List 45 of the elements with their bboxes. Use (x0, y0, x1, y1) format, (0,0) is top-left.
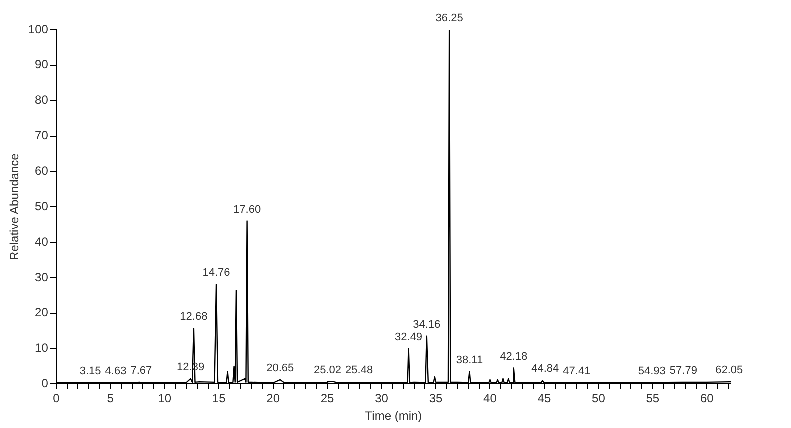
annotation: 47.41 (563, 365, 591, 378)
y-tick-label: 0 (42, 376, 49, 391)
x-tick-label: 15 (212, 392, 226, 406)
y-axis-title: Relative Abundance (8, 153, 22, 260)
x-tick-label: 25 (320, 392, 335, 406)
x-tick-label: 35 (429, 392, 443, 406)
x-tick-label: 30 (375, 392, 389, 406)
x-tick-label: 60 (700, 392, 714, 406)
y-tick-label: 80 (35, 93, 49, 108)
annotation: 20.65 (266, 362, 294, 374)
y-tick-label: 100 (28, 22, 49, 36)
x-tick-label: 40 (484, 392, 498, 406)
annotation: 3.15 (80, 365, 102, 378)
y-tick-label: 70 (35, 128, 49, 143)
y-tick-label: 40 (35, 234, 49, 249)
x-tick-label: 50 (592, 392, 606, 406)
x-tick-label: 0 (53, 392, 60, 406)
y-tick-label: 60 (35, 164, 49, 178)
x-axis-title: Time (min) (365, 409, 422, 424)
y-tick-label: 90 (35, 58, 49, 72)
x-tick-label: 55 (646, 392, 660, 406)
annotation: 7.67 (130, 364, 152, 377)
x-tick-label: 5 (107, 392, 114, 406)
y-tick-label: 50 (35, 199, 49, 214)
annotation: 44.84 (532, 363, 560, 376)
annotation: 32.49 (395, 331, 423, 344)
annotation: 25.48 (346, 364, 374, 376)
annotation: 14.76 (202, 267, 230, 280)
y-tick-label: 30 (35, 270, 49, 284)
annotation: 25.02 (314, 364, 342, 377)
annotation: 42.18 (500, 350, 528, 363)
annotation: 62.05 (716, 364, 744, 377)
annotation: 36.25 (436, 12, 464, 25)
x-tick-label: 20 (266, 392, 280, 406)
annotation: 4.63 (105, 365, 127, 378)
x-tick-label: 10 (158, 392, 172, 406)
annotation: 34.16 (413, 318, 441, 331)
annotation: 12.68 (180, 311, 208, 324)
x-tick-label: 45 (538, 392, 552, 406)
annotation: 38.11 (456, 354, 484, 366)
annotation: 57.79 (670, 364, 698, 377)
y-tick-label: 20 (35, 306, 49, 320)
annotation: 17.60 (234, 204, 262, 216)
annotation: 54.93 (638, 365, 666, 378)
y-tick-label: 10 (35, 341, 49, 356)
